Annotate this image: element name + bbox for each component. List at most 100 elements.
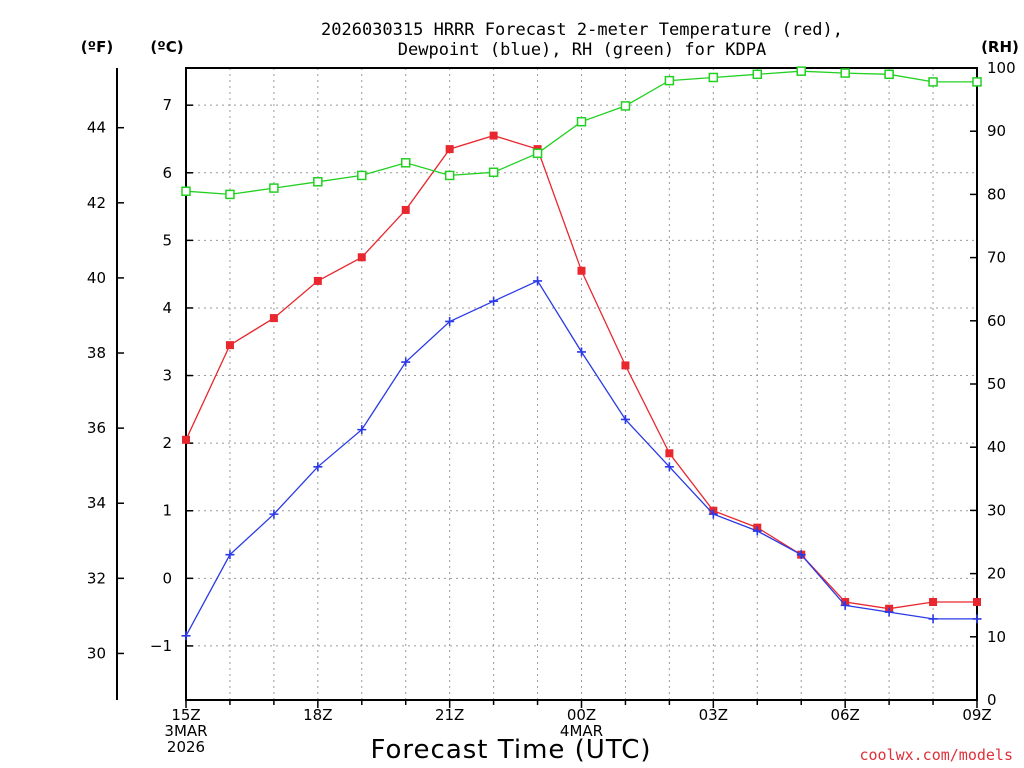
temperature-point xyxy=(401,205,410,214)
credit-text: coolwx.com/models xyxy=(859,746,1013,764)
celsius-tick-label: 5 xyxy=(162,231,172,249)
fahrenheit-tick-label: 32 xyxy=(87,569,106,587)
dewpoint-point xyxy=(269,509,279,519)
rh-tick-label: 50 xyxy=(987,375,1006,393)
celsius-tick-label: 6 xyxy=(162,164,172,182)
fahrenheit-tick-label: 38 xyxy=(87,344,106,362)
temperature-point xyxy=(445,145,454,154)
rh-series-line xyxy=(185,70,977,196)
dewpoint-point xyxy=(533,276,543,286)
x-tick-label: 18Z xyxy=(303,706,332,724)
rh-point xyxy=(444,170,455,181)
rh-point xyxy=(620,101,631,111)
dewpoint-point xyxy=(181,631,191,641)
x-tick-label: 2026 xyxy=(167,738,205,756)
rh-point xyxy=(357,170,367,181)
x-tick-label: 15Z xyxy=(171,706,200,724)
rh-point xyxy=(400,158,411,168)
dewpoint-point xyxy=(972,614,982,624)
rh-tick-label: 10 xyxy=(987,628,1006,646)
temperature-point xyxy=(577,266,586,275)
rh-point xyxy=(884,69,894,80)
x-tick-label: 06Z xyxy=(830,706,859,724)
fahrenheit-unit-label: (ºF) xyxy=(81,38,113,56)
temperature-point xyxy=(929,597,938,606)
rh-point xyxy=(928,77,938,87)
x-tick-label: 21Z xyxy=(435,706,464,724)
rh-point xyxy=(840,68,850,78)
x-tick-label: 3MAR xyxy=(164,722,207,740)
rh-tick-label: 30 xyxy=(987,501,1006,519)
x-tick-label: 00Z xyxy=(567,706,596,724)
rh-point xyxy=(532,148,543,159)
rh-tick-label: 40 xyxy=(987,438,1006,456)
temperature-point xyxy=(357,253,366,262)
x-tick-label: 03Z xyxy=(699,706,728,724)
temperature-point xyxy=(621,361,630,370)
dewpoint-point xyxy=(884,607,894,617)
dewpoint-point xyxy=(840,600,850,610)
rh-point xyxy=(708,72,719,83)
rh-tick-label: 0 xyxy=(987,691,997,709)
rh-point xyxy=(269,183,279,193)
rh-tick-label: 70 xyxy=(987,249,1006,267)
plot-frame xyxy=(185,67,978,701)
celsius-tick-label: 0 xyxy=(162,569,172,587)
celsius-tick-label: 4 xyxy=(162,299,172,317)
temperature-point xyxy=(269,314,278,323)
dewpoint-point xyxy=(620,414,630,424)
x-tick-label: 09Z xyxy=(962,706,991,724)
dewpoint-point xyxy=(752,526,762,536)
temperature-point xyxy=(489,131,498,140)
dewpoint-point xyxy=(489,296,499,306)
celsius-tick-label: 3 xyxy=(162,367,172,385)
dewpoint-point xyxy=(577,347,586,357)
dewpoint-point xyxy=(401,357,411,367)
dewpoint-point xyxy=(445,316,455,326)
celsius-tick-label: −1 xyxy=(150,637,172,655)
celsius-tick-label: 2 xyxy=(162,434,172,452)
rh-point xyxy=(576,116,587,127)
fahrenheit-tick-label: 30 xyxy=(87,644,106,662)
rh-point xyxy=(313,177,323,187)
rh-point xyxy=(972,77,982,87)
dewpoint-point xyxy=(796,550,806,560)
dewpoint-point xyxy=(313,462,323,472)
chart-title: 2026030315 HRRR Forecast 2-meter Tempera… xyxy=(321,20,843,40)
rh-tick-label: 100 xyxy=(987,59,1016,77)
fahrenheit-tick-label: 42 xyxy=(87,194,106,212)
x-tick-label: 4MAR xyxy=(560,722,603,740)
celsius-tick-label: 1 xyxy=(162,502,172,520)
temperature-point xyxy=(225,341,234,350)
rh-tick-label: 80 xyxy=(987,185,1006,203)
rh-tick-label: 20 xyxy=(987,565,1006,583)
dewpoint-point xyxy=(225,550,235,560)
rh-point xyxy=(796,66,806,76)
x-axis-label: Forecast Time (UTC) xyxy=(370,735,651,765)
data-series xyxy=(181,66,982,641)
temperature-point xyxy=(973,597,981,606)
fahrenheit-tick-label: 44 xyxy=(87,119,106,137)
rh-point xyxy=(664,75,675,86)
rh-point xyxy=(752,69,763,80)
fahrenheit-tick-label: 34 xyxy=(87,494,106,512)
rh-tick-label: 90 xyxy=(987,122,1006,140)
celsius-unit-label: (ºC) xyxy=(150,38,183,56)
chart-subtitle: Dewpoint (blue), RH (green) for KDPA xyxy=(398,40,766,60)
temperature-point xyxy=(313,276,322,285)
rh-point xyxy=(488,167,499,178)
rh-unit-label: (RH) xyxy=(981,38,1019,56)
rh-point xyxy=(181,186,191,196)
grid-lines xyxy=(186,68,977,700)
temperature-point xyxy=(665,449,674,458)
dewpoint-point xyxy=(708,509,718,519)
celsius-tick-label: 7 xyxy=(162,96,172,114)
dewpoint-point xyxy=(664,462,674,472)
temperature-point xyxy=(182,435,190,444)
rh-tick-label: 60 xyxy=(987,312,1006,330)
dewpoint-point xyxy=(928,614,938,624)
fahrenheit-tick-label: 40 xyxy=(87,269,106,287)
dewpoint-point xyxy=(357,425,367,435)
